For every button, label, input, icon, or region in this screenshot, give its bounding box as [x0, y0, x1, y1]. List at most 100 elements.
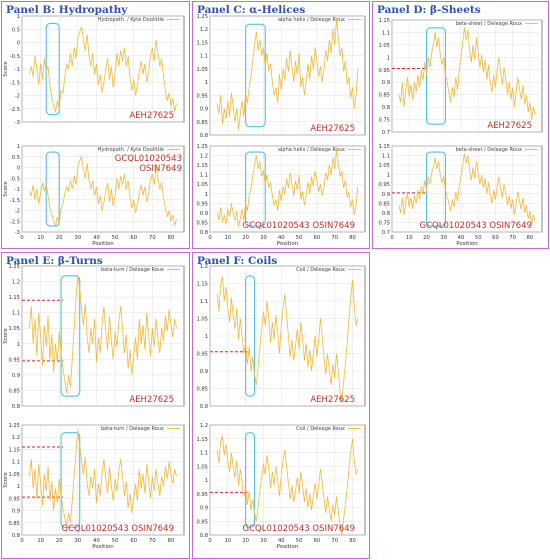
sequence-id-label: GCQL01020543: [115, 154, 182, 164]
chart-4: 0.7 0.75 0.8 0.85 0.9 0.95 1 1.05 1.1 1.15 beta-sh…: [378, 18, 543, 136]
y-tick-label: 0.8: [200, 533, 208, 539]
y-tick-label: 1: [387, 55, 390, 61]
y-tick-label: 0.8: [382, 211, 390, 217]
x-axis-label: Position: [277, 544, 299, 550]
highlight-region: [60, 432, 81, 528]
x-tick-label: 30: [260, 538, 267, 544]
y-tick-label: 0.9: [200, 506, 208, 512]
y-tick-label: 0.95: [378, 68, 390, 74]
y-tick-label: 1.1: [382, 30, 390, 36]
y-tick-label: 1.25: [196, 14, 208, 20]
x-tick-label: 50: [296, 538, 303, 544]
sequence-id-label: GCQL01020543 OSIN7649: [243, 221, 356, 231]
chart-0: -3 -2.5 -2 -1.5 -1 -0.5 0 0.5 1 Score Hydropath. /…: [3, 14, 185, 126]
y-tick-label: 1: [205, 80, 208, 86]
legend-label: beta-turn / Deleage Roux: [101, 426, 164, 432]
y-tick-label: 0.95: [378, 182, 390, 188]
y-tick-label: -1.5: [10, 198, 20, 204]
x-tick-label: 30: [440, 235, 447, 241]
x-tick-label: 0: [20, 538, 23, 544]
y-tick-label: 1.25: [196, 144, 208, 150]
plot-frame: [21, 265, 185, 407]
highlight-region: [245, 23, 266, 128]
sequence-id-label: GCQL01020543 OSIN7649: [420, 221, 533, 231]
y-tick-label: 1.05: [196, 317, 208, 323]
panel-title: Panel B: Hydropathy: [6, 4, 128, 16]
legend-label: Hydropath. / Kyte Doolittle: [98, 147, 164, 153]
x-tick-label: 70: [331, 235, 338, 241]
sequence-id-label: AEH27625: [310, 124, 355, 134]
y-tick-label: 1.2: [200, 154, 208, 160]
y-tick-label: 1.05: [378, 43, 390, 49]
panel-title: Panel F: Coils: [197, 255, 278, 267]
y-tick-label: 0: [17, 41, 20, 47]
y-tick-label: -0.5: [10, 176, 20, 182]
y-tick-label: 0.95: [196, 201, 208, 207]
panel-title: Panel C: α-Helices: [197, 4, 306, 16]
x-axis-label: Position: [277, 241, 299, 247]
plot-frame: [209, 145, 366, 233]
x-tick-label: 10: [37, 235, 44, 241]
series-line: [216, 149, 359, 227]
x-tick-label: 50: [475, 235, 482, 241]
y-tick-label: -2.5: [10, 219, 20, 225]
y-tick-label: 1.2: [200, 27, 208, 33]
y-tick-label: 0.9: [382, 80, 390, 86]
x-tick-label: 20: [423, 235, 430, 241]
series-line: [216, 18, 359, 130]
y-tick-label: 1.1: [200, 299, 208, 305]
y-axis-label: Score: [3, 61, 9, 77]
y-tick-label: -3: [15, 120, 20, 126]
y-tick-label: 1.1: [200, 451, 208, 457]
x-tick-label: 20: [56, 235, 63, 241]
legend-label: Hydropath. / Kyte Doolittle: [98, 17, 164, 23]
y-tick-label: 0.85: [378, 93, 390, 99]
y-tick-label: 0.9: [200, 211, 208, 217]
y-tick-label: 1.15: [196, 282, 208, 288]
y-tick-label: 0.8: [12, 533, 20, 539]
y-tick-label: -1: [15, 187, 20, 193]
x-tick-label: 0: [20, 235, 23, 241]
series-line: [29, 275, 177, 394]
x-tick-label: 10: [406, 235, 413, 241]
y-tick-label: 1.2: [12, 280, 20, 286]
x-tick-label: 0: [208, 235, 211, 241]
x-tick-label: 40: [458, 235, 465, 241]
plot-frame: [209, 15, 366, 136]
y-tick-label: 1.15: [378, 144, 390, 150]
y-tick-label: 0.9: [12, 373, 20, 379]
legend-label: beta-sheet / Deleage Roux: [455, 21, 522, 27]
y-tick-label: 1.15: [196, 437, 208, 443]
panel-title: Panel E: β-Turns: [6, 255, 103, 267]
y-tick-label: 1.05: [378, 163, 390, 169]
x-tick-label: 80: [349, 538, 356, 544]
highlight-region: [245, 151, 266, 227]
y-axis-label: Score: [3, 181, 9, 197]
y-tick-label: 0.85: [196, 519, 208, 525]
y-tick-label: 0.95: [196, 352, 208, 358]
x-tick-label: 70: [149, 538, 156, 544]
series-line: [398, 27, 536, 120]
x-tick-label: 10: [225, 538, 232, 544]
legend-label: Coil / Deleage Roux: [296, 267, 345, 273]
x-tick-label: 40: [278, 235, 285, 241]
y-tick-label: 0.9: [200, 107, 208, 113]
y-tick-label: 1.05: [8, 326, 20, 332]
y-tick-label: 1: [17, 342, 20, 348]
chart-9: 0.8 0.85 0.9 0.95 1 1.05 1.1 1.15 1.2 0 10 20 30 40 50…: [196, 423, 366, 550]
y-tick-label: 0.85: [196, 220, 208, 226]
highlight-region: [45, 151, 60, 227]
sequence-id-label: AEH27625: [487, 121, 532, 131]
y-tick-label: 0.9: [12, 509, 20, 515]
y-tick-label: 0.8: [200, 133, 208, 139]
highlight-region: [245, 275, 256, 397]
x-tick-label: 50: [112, 538, 119, 544]
x-tick-label: 80: [349, 235, 356, 241]
y-tick-label: 1.05: [196, 182, 208, 188]
y-tick-label: 1: [17, 14, 20, 20]
y-tick-label: 1.1: [12, 460, 20, 466]
y-tick-label: 0.5: [12, 27, 20, 33]
plot-frame: [391, 19, 543, 133]
x-tick-label: 60: [130, 235, 137, 241]
